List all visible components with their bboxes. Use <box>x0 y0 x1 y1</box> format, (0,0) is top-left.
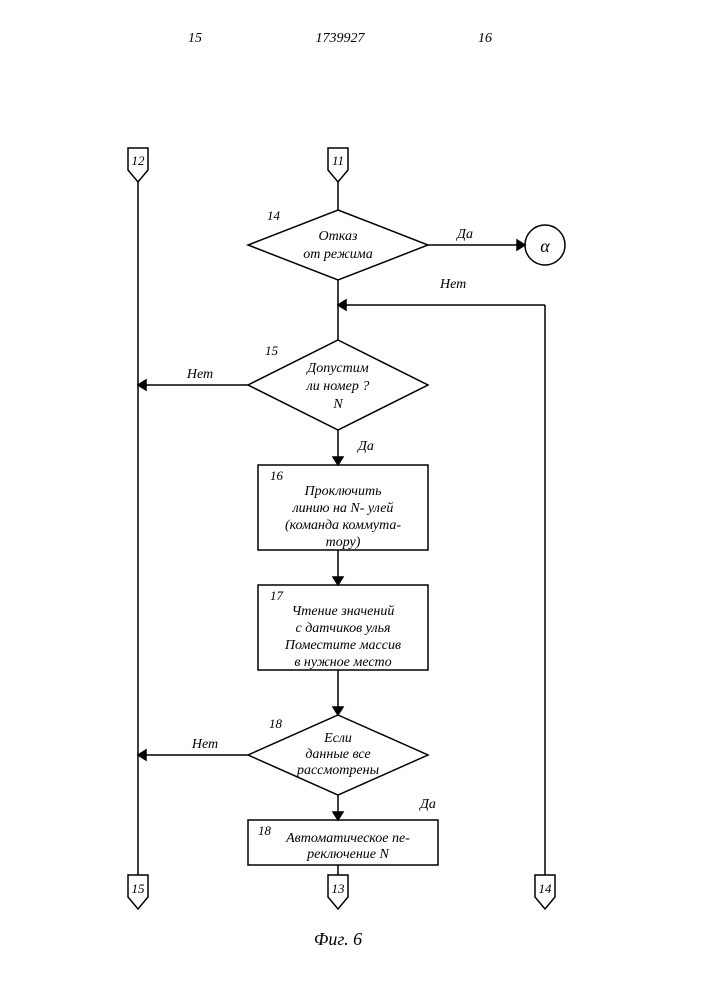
alpha-label: α <box>540 236 550 256</box>
process-17-line4: в нужное место <box>294 655 391 670</box>
flowchart-diagram: 15 1739927 16 11 12 14 Отказ от режима Д… <box>0 0 707 1000</box>
decision-15-line3: N <box>332 397 343 412</box>
connector-13-label: 13 <box>332 881 346 896</box>
process-17-line1: Чтение значений <box>292 604 395 619</box>
decision-14-yes: Да <box>455 227 473 242</box>
process-16-num: 16 <box>270 468 284 483</box>
page-left: 15 <box>188 31 202 46</box>
page-right: 16 <box>478 31 492 46</box>
decision-18-no: Нет <box>191 737 218 752</box>
decision-15-yes: Да <box>356 439 374 454</box>
decision-15-no: Нет <box>186 367 213 382</box>
decision-14-no: Нет <box>439 277 466 292</box>
process-18b-line1: Автоматическое пе- <box>285 831 410 846</box>
decision-18-line2: данные все <box>305 747 370 762</box>
decision-15-line1: Допустим <box>305 361 368 376</box>
process-17-line2: с датчиков улья <box>296 621 391 636</box>
connector-14-label: 14 <box>539 881 553 896</box>
decision-18-num: 18 <box>269 716 283 731</box>
decision-18-line3: рассмотрены <box>296 763 379 778</box>
decision-14-line2: от режима <box>303 247 372 262</box>
process-16-line1: Проключить <box>304 484 382 499</box>
connector-11-label: 11 <box>332 153 344 168</box>
process-18b-line2: реключение N <box>306 847 389 862</box>
process-16-line3: (команда коммута- <box>285 518 401 533</box>
decision-14-line1: Отказ <box>319 229 358 244</box>
decision-14-num: 14 <box>267 208 281 223</box>
decision-18-yes: Да <box>418 797 436 812</box>
process-18b-num: 18 <box>258 823 272 838</box>
connector-15-label: 15 <box>132 881 146 896</box>
process-17-line3: Поместите массив <box>284 638 401 653</box>
decision-15-line2: ли номер ? <box>306 379 370 394</box>
decision-18-line1: Если <box>323 731 352 746</box>
process-16-line2: линию на N- улей <box>292 501 394 516</box>
doc-number: 1739927 <box>316 31 366 46</box>
process-16-line4: тору) <box>326 535 361 550</box>
process-17-num: 17 <box>270 588 284 603</box>
connector-12-label: 12 <box>132 153 146 168</box>
decision-15-num: 15 <box>265 343 279 358</box>
figure-caption: Фиг. 6 <box>314 929 362 949</box>
